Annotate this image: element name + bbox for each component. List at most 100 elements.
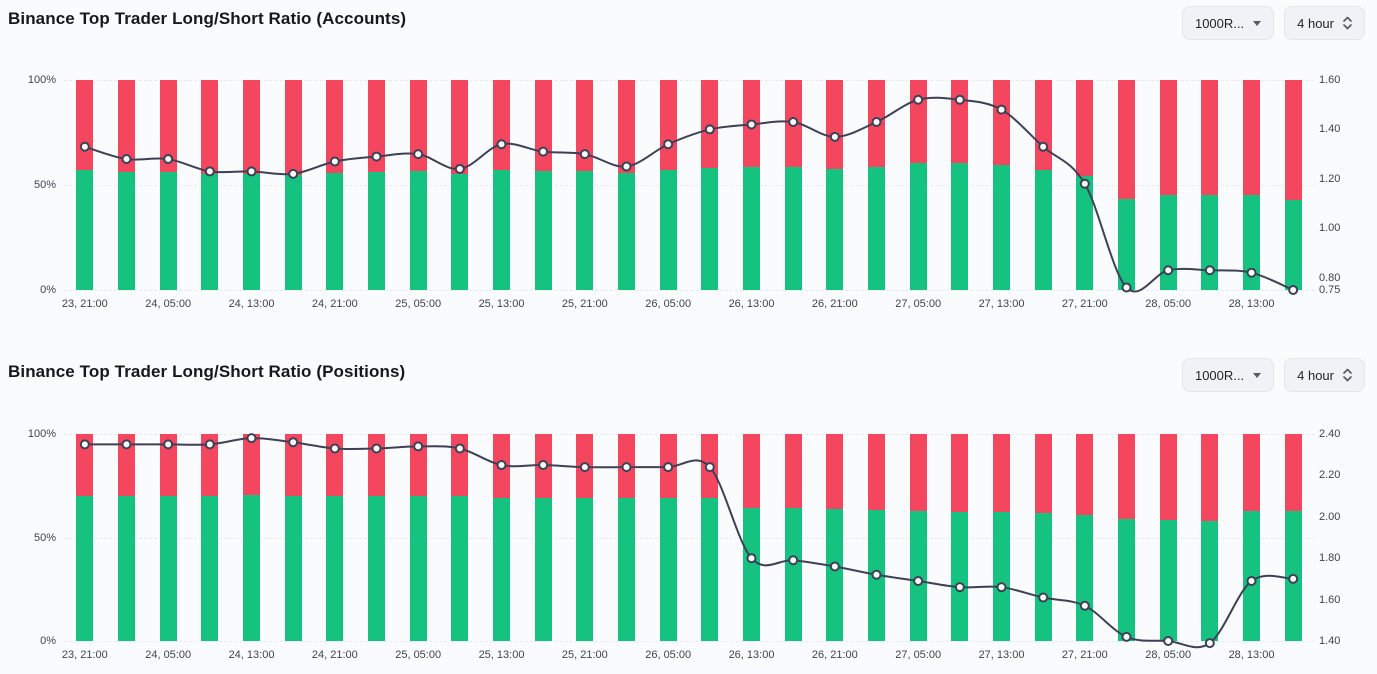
- short-bar[interactable]: [118, 80, 135, 173]
- long-bar[interactable]: [826, 508, 844, 641]
- long-bar[interactable]: [951, 511, 969, 641]
- short-bar[interactable]: [743, 434, 760, 508]
- short-bar[interactable]: [326, 80, 344, 173]
- long-bar[interactable]: [576, 497, 594, 641]
- long-bar[interactable]: [368, 171, 385, 290]
- short-bar[interactable]: [1159, 434, 1177, 521]
- long-bar[interactable]: [618, 173, 635, 290]
- long-bar[interactable]: [1284, 199, 1302, 290]
- data-point-marker[interactable]: [621, 462, 632, 473]
- short-bar[interactable]: [201, 434, 219, 496]
- long-bar[interactable]: [201, 495, 219, 641]
- long-bar[interactable]: [284, 174, 302, 290]
- short-bar[interactable]: [243, 434, 260, 496]
- long-bar[interactable]: [534, 170, 552, 290]
- long-bar[interactable]: [1118, 519, 1135, 641]
- short-bar[interactable]: [493, 80, 510, 170]
- long-bar[interactable]: [493, 497, 510, 641]
- data-point-marker[interactable]: [204, 439, 215, 450]
- data-point-marker[interactable]: [1121, 282, 1132, 293]
- data-point-marker[interactable]: [871, 569, 882, 580]
- data-point-marker[interactable]: [246, 166, 257, 177]
- short-bar[interactable]: [284, 80, 302, 175]
- long-bar[interactable]: [909, 163, 927, 290]
- short-bar[interactable]: [76, 434, 94, 496]
- long-bar[interactable]: [701, 497, 719, 641]
- long-bar[interactable]: [993, 511, 1010, 641]
- data-point-marker[interactable]: [454, 163, 465, 174]
- short-bar[interactable]: [1118, 80, 1135, 200]
- data-point-marker[interactable]: [121, 154, 132, 165]
- data-point-marker[interactable]: [579, 462, 590, 473]
- data-point-marker[interactable]: [1038, 592, 1049, 603]
- short-bar[interactable]: [576, 80, 594, 172]
- long-bar[interactable]: [1159, 520, 1177, 641]
- long-bar[interactable]: [451, 496, 469, 641]
- short-bar[interactable]: [784, 434, 802, 509]
- long-bar[interactable]: [784, 508, 802, 641]
- short-bar[interactable]: [451, 80, 469, 174]
- short-bar[interactable]: [1284, 434, 1302, 511]
- data-point-marker[interactable]: [1204, 638, 1215, 649]
- short-bar[interactable]: [826, 434, 844, 509]
- data-point-marker[interactable]: [1163, 265, 1174, 276]
- data-point-marker[interactable]: [371, 443, 382, 454]
- long-bar[interactable]: [951, 163, 969, 290]
- short-bar[interactable]: [409, 80, 427, 172]
- long-bar[interactable]: [1201, 520, 1219, 641]
- short-bar[interactable]: [618, 80, 635, 174]
- data-point-marker[interactable]: [704, 462, 715, 473]
- data-point-marker[interactable]: [1246, 267, 1257, 278]
- data-point-marker[interactable]: [1288, 573, 1299, 584]
- long-bar[interactable]: [576, 171, 594, 290]
- data-point-marker[interactable]: [1163, 636, 1174, 646]
- data-point-marker[interactable]: [79, 141, 90, 152]
- long-bar[interactable]: [743, 507, 760, 641]
- long-bar[interactable]: [701, 167, 719, 290]
- data-point-marker[interactable]: [121, 439, 132, 450]
- long-bar[interactable]: [326, 172, 344, 290]
- data-point-marker[interactable]: [496, 460, 507, 471]
- long-bar[interactable]: [993, 164, 1010, 290]
- long-bar[interactable]: [1034, 170, 1052, 290]
- long-bar[interactable]: [1201, 194, 1219, 290]
- short-bar[interactable]: [368, 80, 385, 172]
- long-bar[interactable]: [368, 496, 385, 641]
- interval-selector[interactable]: 4 hour: [1284, 358, 1365, 392]
- data-point-marker[interactable]: [829, 561, 840, 572]
- short-bar[interactable]: [1201, 80, 1219, 195]
- data-point-marker[interactable]: [913, 575, 924, 586]
- data-point-marker[interactable]: [1121, 631, 1132, 642]
- data-point-marker[interactable]: [954, 582, 965, 593]
- long-bar[interactable]: [743, 166, 760, 290]
- long-bar[interactable]: [159, 495, 177, 641]
- data-point-marker[interactable]: [1246, 575, 1257, 586]
- short-bar[interactable]: [1243, 80, 1260, 196]
- short-bar[interactable]: [993, 80, 1010, 165]
- data-point-marker[interactable]: [329, 156, 340, 167]
- data-point-marker[interactable]: [704, 124, 715, 135]
- short-bar[interactable]: [701, 80, 719, 168]
- short-bar[interactable]: [1034, 434, 1052, 514]
- short-bar[interactable]: [1076, 80, 1094, 177]
- data-point-marker[interactable]: [454, 443, 465, 454]
- long-bar[interactable]: [784, 166, 802, 290]
- data-point-marker[interactable]: [829, 131, 840, 142]
- long-bar[interactable]: [1076, 176, 1094, 290]
- long-bar[interactable]: [409, 495, 427, 641]
- data-point-marker[interactable]: [79, 439, 90, 450]
- short-bar[interactable]: [284, 434, 302, 496]
- long-bar[interactable]: [243, 495, 260, 641]
- long-bar[interactable]: [659, 497, 677, 641]
- short-bar[interactable]: [159, 434, 177, 496]
- data-point-marker[interactable]: [204, 166, 215, 177]
- data-point-marker[interactable]: [1288, 285, 1299, 295]
- interval-selector[interactable]: 4 hour: [1284, 6, 1365, 40]
- data-point-marker[interactable]: [1204, 265, 1215, 276]
- long-bar[interactable]: [618, 497, 635, 641]
- data-point-marker[interactable]: [163, 154, 174, 165]
- short-bar[interactable]: [118, 434, 135, 496]
- long-bar[interactable]: [659, 169, 677, 290]
- data-point-marker[interactable]: [246, 433, 257, 444]
- long-bar[interactable]: [534, 497, 552, 641]
